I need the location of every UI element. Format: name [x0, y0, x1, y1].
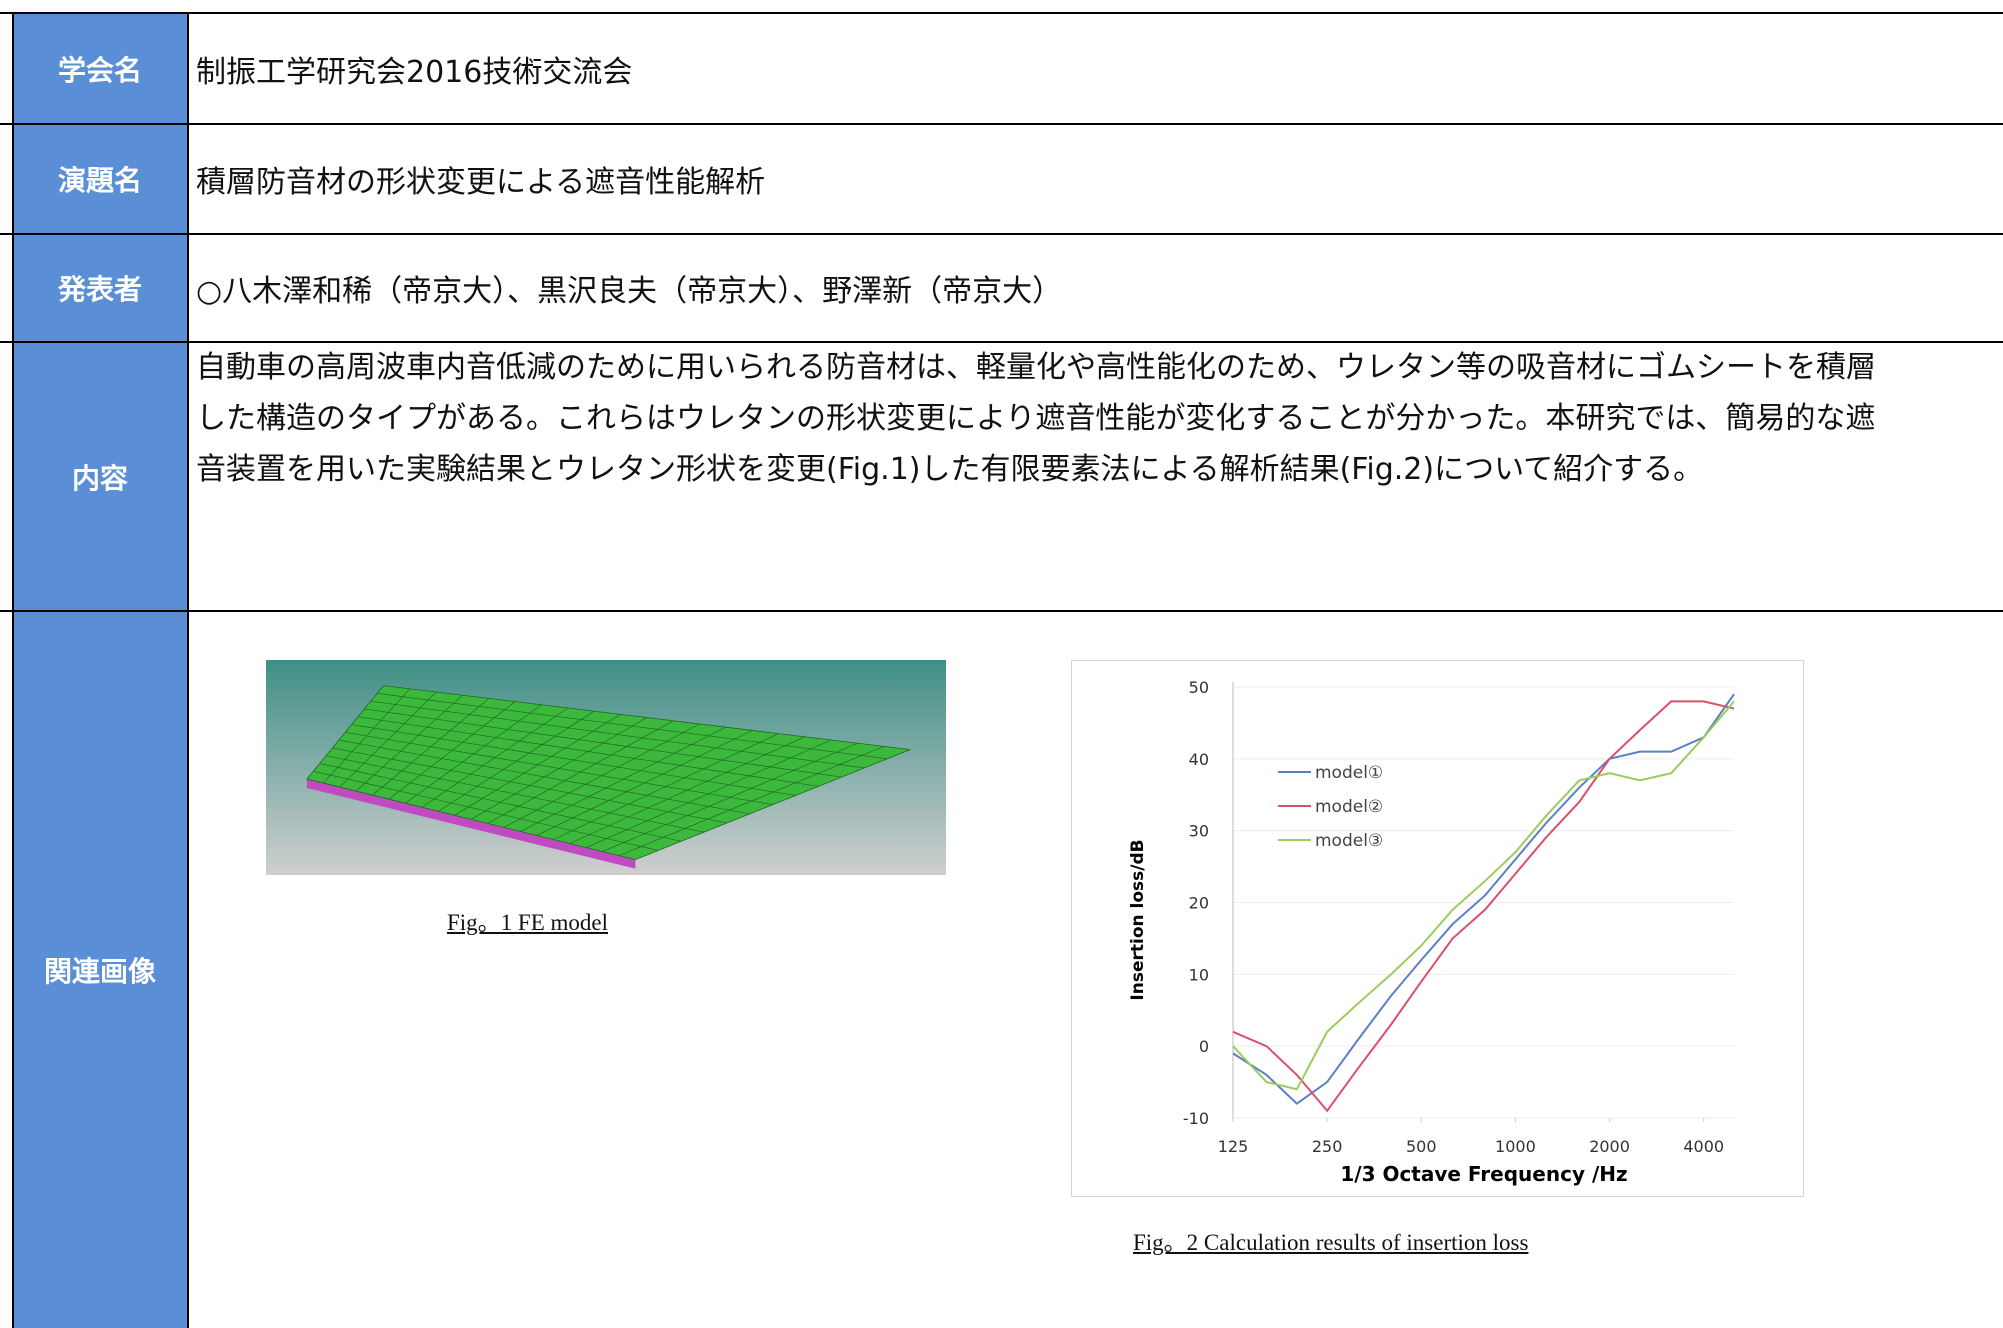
border: [0, 341, 2003, 343]
row-label: 演題名: [13, 124, 189, 234]
border: [0, 233, 2003, 235]
row-value: 自動車の高周波車内音低減のために用いられる防音材は、軽量化や高性能化のため、ウレ…: [190, 342, 2003, 611]
row-value: ○八木澤和稀（帝京大）、黒沢良夫（帝京大）、野澤新（帝京大）: [190, 234, 2003, 342]
x-tick-label: 500: [1406, 1137, 1437, 1156]
border: [0, 123, 2003, 125]
y-tick-label: 40: [1189, 750, 1209, 769]
x-tick-label: 2000: [1589, 1137, 1630, 1156]
x-tick-label: 125: [1218, 1137, 1249, 1156]
fe-model-image: [266, 660, 946, 875]
y-tick-label: -10: [1183, 1109, 1209, 1128]
row-value: 積層防音材の形状変更による遮音性能解析: [190, 124, 2003, 234]
text-line: 音装置を用いた実験結果とウレタン形状を変更(Fig.1)した有限要素法による解析…: [196, 444, 2003, 495]
border: [0, 610, 2003, 612]
y-tick-label: 10: [1189, 965, 1209, 984]
legend-label: model①: [1315, 763, 1383, 783]
text-line: した構造のタイプがある。これらはウレタンの形状変更により遮音性能が変化することが…: [196, 393, 2003, 444]
x-tick-label: 1000: [1495, 1137, 1536, 1156]
y-tick-label: 50: [1189, 678, 1209, 697]
x-tick-label: 250: [1312, 1137, 1343, 1156]
text-line: 自動車の高周波車内音低減のために用いられる防音材は、軽量化や高性能化のため、ウレ…: [196, 342, 2003, 393]
row-label: 発表者: [13, 234, 189, 342]
border: [12, 12, 14, 1328]
border: [0, 12, 2003, 14]
row-label: 関連画像: [13, 611, 189, 1328]
caption: Fig。1 FE model: [447, 903, 608, 937]
row-value: 制振工学研究会2016技術交流会: [190, 13, 2003, 124]
chart: Insertion loss/dB 1/3 Octave Frequency /…: [1071, 660, 1804, 1197]
legend-label: model②: [1315, 797, 1383, 817]
y-tick-label: 20: [1189, 894, 1209, 913]
row-label: 内容: [13, 342, 189, 611]
y-tick-label: 30: [1189, 822, 1209, 841]
page: 学会名 制振工学研究会2016技術交流会 演題名 積層防音材の形状変更による遮音…: [0, 0, 2003, 1328]
row-label: 学会名: [13, 13, 189, 124]
x-axis-title: 1/3 Octave Frequency /Hz: [1340, 1162, 1627, 1186]
legend-label: model③: [1315, 831, 1383, 851]
x-tick-label: 4000: [1683, 1137, 1724, 1156]
y-axis-title: Insertion loss/dB: [1128, 839, 1148, 1000]
caption: Fig。2 Calculation results of insertion l…: [1133, 1223, 1528, 1257]
y-tick-label: 0: [1199, 1037, 1209, 1056]
